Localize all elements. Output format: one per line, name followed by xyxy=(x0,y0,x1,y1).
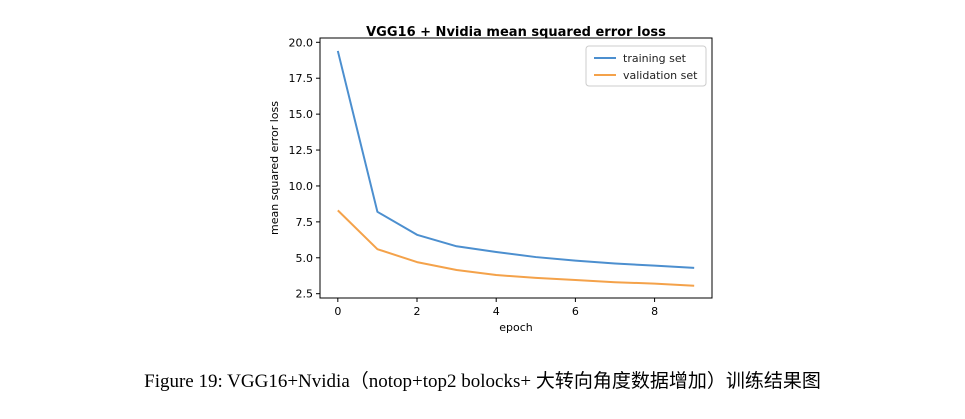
chart-title: VGG16 + Nvidia mean squared error loss xyxy=(366,25,666,40)
y-tick-label: 12.5 xyxy=(289,144,314,157)
series-lines xyxy=(336,50,695,287)
y-tick-label: 20.0 xyxy=(289,36,314,49)
x-tick-label: 0 xyxy=(334,305,341,318)
figure-caption: Figure 19: VGG16+Nvidia（notop+top2 boloc… xyxy=(144,371,821,392)
x-tick-label: 4 xyxy=(493,305,500,318)
y-axis-label: mean squared error loss xyxy=(268,101,281,235)
x-axis-label: epoch xyxy=(499,321,533,334)
series-line-training xyxy=(336,50,695,269)
x-tick-label: 6 xyxy=(572,305,579,318)
y-tick-label: 2.5 xyxy=(296,288,314,301)
legend-label-training: training set xyxy=(623,52,687,65)
x-tick-label: 8 xyxy=(651,305,658,318)
x-axis: 0 2 4 6 8 xyxy=(334,298,658,318)
y-tick-label: 17.5 xyxy=(289,72,314,85)
y-tick-label: 10.0 xyxy=(289,180,314,193)
x-tick-label: 2 xyxy=(414,305,421,318)
y-tick-label: 7.5 xyxy=(296,216,314,229)
y-axis: 2.5 5.0 7.5 10.0 12.5 15.0 17.5 20.0 xyxy=(289,36,320,301)
loss-chart: VGG16 + Nvidia mean squared error loss 0… xyxy=(268,25,713,334)
series-line-validation xyxy=(337,209,695,287)
y-tick-label: 15.0 xyxy=(289,108,314,121)
legend: training set validation set xyxy=(585,45,707,87)
legend-label-validation: validation set xyxy=(623,69,698,82)
y-tick-label: 5.0 xyxy=(296,252,314,265)
